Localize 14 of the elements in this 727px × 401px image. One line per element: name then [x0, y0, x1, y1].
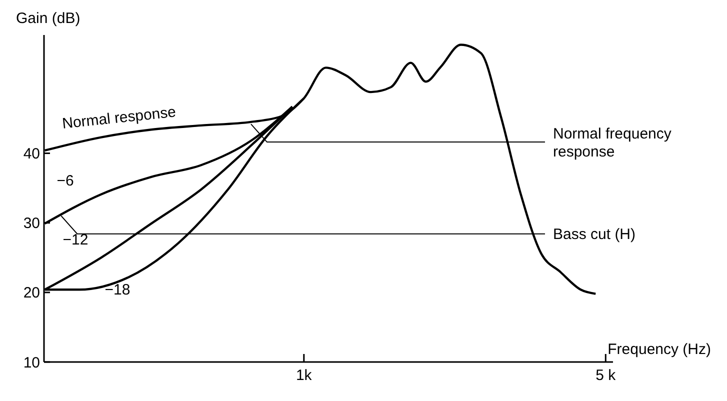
y-tick-label: 10	[23, 354, 40, 372]
x-tick-label: 1k	[296, 367, 312, 384]
series-label: −6	[56, 172, 74, 190]
x-axis-title: Frequency (Hz)	[608, 341, 712, 358]
x-tick-label: 5 k	[596, 367, 616, 384]
text: Normal response	[61, 104, 177, 132]
y-axis-title: Gain (dB)	[16, 10, 80, 27]
series-label: −12	[62, 232, 88, 249]
y-tick-label: 40	[23, 146, 40, 163]
y-tick-label: 20	[23, 284, 40, 302]
annotation: Normal frequency response	[553, 125, 672, 160]
annotation: Bass cut (H)	[553, 226, 636, 244]
y-tick-label: 30	[23, 215, 40, 232]
series-label: −18	[104, 282, 130, 299]
